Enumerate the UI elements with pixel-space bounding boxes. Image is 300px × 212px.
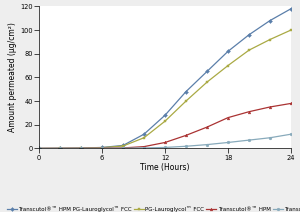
Transcutol®™ HPM PG-Lauroglycol™ FCC bbox=[58, 147, 62, 149]
Transcutol®™ bbox=[142, 147, 146, 149]
Transcutol®™ HPM PG-Lauroglycol™ FCC bbox=[289, 7, 293, 10]
Transcutol®™ HPM PG-Lauroglycol™ FCC bbox=[247, 33, 251, 36]
Line: Transcutol®™ HPM: Transcutol®™ HPM bbox=[38, 102, 292, 150]
Transcutol®™ HPM PG-Lauroglycol™ FCC bbox=[184, 90, 188, 93]
Transcutol®™ HPM bbox=[121, 147, 125, 149]
Transcutol®™ bbox=[226, 141, 230, 144]
Transcutol®™ HPM PG-Lauroglycol™ FCC bbox=[268, 19, 272, 22]
PG-Lauroglycol™ FCC bbox=[289, 29, 293, 31]
Transcutol®™ HPM PG-Lauroglycol™ FCC bbox=[37, 147, 41, 150]
Transcutol®™ bbox=[205, 143, 209, 146]
Transcutol®™ bbox=[79, 147, 83, 150]
Line: Transcutol®™: Transcutol®™ bbox=[38, 133, 292, 150]
PG-Lauroglycol™ FCC bbox=[121, 145, 125, 147]
Transcutol®™ HPM PG-Lauroglycol™ FCC bbox=[79, 147, 83, 149]
Transcutol®™ HPM PG-Lauroglycol™ FCC bbox=[100, 146, 104, 149]
PG-Lauroglycol™ FCC bbox=[37, 147, 41, 150]
Transcutol®™ HPM bbox=[226, 116, 230, 119]
Transcutol®™ HPM bbox=[142, 145, 146, 148]
Transcutol®™ bbox=[121, 147, 125, 149]
PG-Lauroglycol™ FCC bbox=[142, 137, 146, 139]
PG-Lauroglycol™ FCC bbox=[58, 147, 62, 149]
Transcutol®™ HPM PG-Lauroglycol™ FCC bbox=[121, 144, 125, 147]
Transcutol®™ bbox=[184, 145, 188, 148]
PG-Lauroglycol™ FCC bbox=[79, 147, 83, 149]
Transcutol®™ bbox=[100, 147, 104, 149]
Y-axis label: Amount permeated (μg/cm²): Amount permeated (μg/cm²) bbox=[8, 22, 17, 132]
PG-Lauroglycol™ FCC bbox=[184, 100, 188, 102]
Transcutol®™ HPM bbox=[100, 147, 104, 149]
Transcutol®™ HPM bbox=[163, 141, 167, 144]
Legend: Transcutol®™ HPM PG-Lauroglycol™ FCC, PG-Lauroglycol™ FCC, Transcutol®™ HPM, Tra: Transcutol®™ HPM PG-Lauroglycol™ FCC, PG… bbox=[6, 205, 300, 212]
Line: Transcutol®™ HPM PG-Lauroglycol™ FCC: Transcutol®™ HPM PG-Lauroglycol™ FCC bbox=[38, 7, 292, 150]
Transcutol®™ HPM bbox=[289, 102, 293, 105]
Transcutol®™ bbox=[58, 147, 62, 150]
Transcutol®™ bbox=[268, 137, 272, 139]
PG-Lauroglycol™ FCC bbox=[163, 120, 167, 123]
Transcutol®™ HPM bbox=[247, 110, 251, 113]
PG-Lauroglycol™ FCC bbox=[247, 49, 251, 52]
PG-Lauroglycol™ FCC bbox=[268, 38, 272, 41]
Transcutol®™ bbox=[163, 146, 167, 149]
Transcutol®™ bbox=[37, 147, 41, 150]
Line: PG-Lauroglycol™ FCC: PG-Lauroglycol™ FCC bbox=[38, 29, 292, 150]
Transcutol®™ HPM PG-Lauroglycol™ FCC bbox=[226, 50, 230, 53]
Transcutol®™ bbox=[289, 133, 293, 135]
PG-Lauroglycol™ FCC bbox=[226, 64, 230, 67]
Transcutol®™ HPM PG-Lauroglycol™ FCC bbox=[163, 114, 167, 117]
Transcutol®™ HPM PG-Lauroglycol™ FCC bbox=[142, 133, 146, 135]
Transcutol®™ HPM bbox=[184, 134, 188, 137]
Transcutol®™ HPM PG-Lauroglycol™ FCC bbox=[205, 70, 209, 73]
Transcutol®™ HPM bbox=[58, 147, 62, 150]
X-axis label: Time (Hours): Time (Hours) bbox=[140, 163, 190, 172]
PG-Lauroglycol™ FCC bbox=[100, 146, 104, 149]
Transcutol®™ HPM bbox=[37, 147, 41, 150]
Transcutol®™ HPM bbox=[79, 147, 83, 149]
PG-Lauroglycol™ FCC bbox=[205, 81, 209, 83]
Transcutol®™ HPM bbox=[268, 106, 272, 108]
Transcutol®™ HPM bbox=[205, 126, 209, 128]
Transcutol®™ bbox=[247, 139, 251, 141]
